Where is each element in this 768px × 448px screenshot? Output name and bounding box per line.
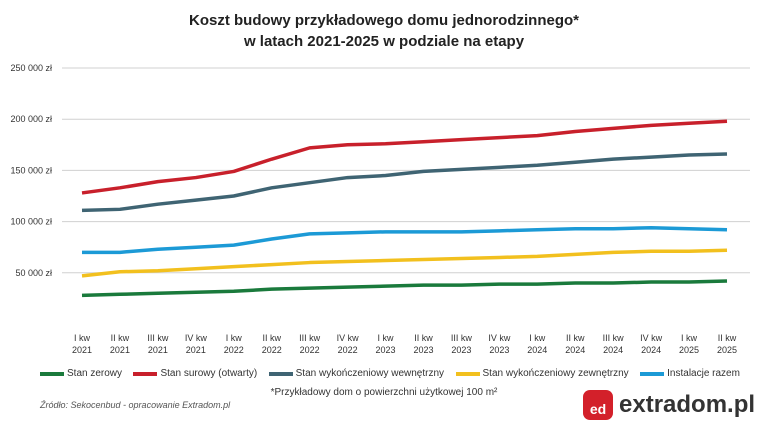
source-note: Źródło: Sekocenbud - opracowanie Extrado… (40, 400, 231, 410)
x-tick-label: III kw (299, 333, 321, 343)
title-line1: Koszt budowy przykładowego domu jednorod… (189, 12, 579, 29)
legend-label: Stan surowy (otwarty) (160, 368, 258, 379)
legend-swatch (40, 371, 64, 376)
x-tick-label: 2023 (489, 345, 509, 355)
legend-item: Stan surowy (otwarty) (133, 368, 257, 379)
legend-swatch (640, 371, 665, 376)
series-line-instalacje-razem (82, 225, 728, 255)
x-tick-label: 2024 (527, 345, 547, 355)
x-tick-label: I kw (378, 333, 395, 343)
x-tick-label: IV kw (640, 333, 663, 343)
series-line-stan-wyko-czeniowy-zewn-trzny (81, 248, 728, 278)
x-tick-label: 2022 (224, 345, 244, 355)
x-tick-label: III kw (147, 333, 169, 343)
x-tick-label: 2023 (413, 345, 433, 355)
footnote: *Przykładowy dom o powierzchni użytkowej… (270, 387, 498, 398)
y-tick-label: 50 000 zł (15, 268, 52, 278)
x-tick-label: 2022 (300, 345, 320, 355)
x-tick-label: 2021 (110, 345, 130, 355)
x-tick-label: III kw (451, 333, 473, 343)
legend-swatch (268, 371, 293, 376)
y-tick-label: 150 000 zł (10, 165, 52, 175)
x-tick-label: 2025 (679, 345, 699, 355)
series-line-stan-wyko-czeniowy-wewn-trzny (81, 152, 728, 213)
legend-label: Stan wykończeniowy zewnętrzny (482, 368, 629, 379)
x-tick-label: II kw (414, 333, 433, 343)
x-tick-label: I kw (226, 333, 243, 343)
legend-item: Stan wykończeniowy wewnętrzny (268, 368, 445, 379)
x-tick-label: II kw (111, 333, 130, 343)
y-tick-label: 200 000 zł (10, 114, 52, 124)
legend-item: Instalacje razem (640, 368, 740, 379)
y-tick-label: 250 000 zł (10, 63, 52, 73)
x-tick-label: 2022 (262, 345, 282, 355)
x-tick-label: 2023 (376, 345, 396, 355)
chart-title: Koszt budowy przykładowego domu jednorod… (0, 10, 768, 52)
logo-mark-icon: ed (583, 390, 613, 420)
x-tick-label: 2023 (451, 345, 471, 355)
x-tick-label: II kw (566, 333, 585, 343)
series-line-stan-surowy-otwarty- (81, 119, 728, 195)
legend-swatch (133, 371, 158, 376)
legend-label: Instalacje razem (667, 368, 740, 379)
x-tick-label: I kw (74, 333, 91, 343)
x-tick-label: I kw (681, 333, 698, 343)
x-tick-label: 2021 (148, 345, 168, 355)
legend-item: Stan wykończeniowy zewnętrzny (455, 368, 629, 379)
x-tick-label: IV kw (337, 333, 360, 343)
logo-text: extradom.pl (619, 391, 756, 418)
extradom-logo: ed extradom.pl (583, 390, 755, 420)
x-tick-label: 2022 (338, 345, 358, 355)
x-tick-label: 2021 (72, 345, 92, 355)
legend-label: Stan wykończeniowy wewnętrzny (295, 368, 445, 379)
x-tick-label: 2024 (565, 345, 585, 355)
x-tick-label: IV kw (488, 333, 511, 343)
x-tick-label: II kw (718, 333, 737, 343)
x-tick-label: 2025 (717, 345, 737, 355)
x-tick-label: 2021 (186, 345, 206, 355)
x-tick-label: 2024 (641, 345, 661, 355)
title-line2: w latach 2021-2025 w podziale na etapy (243, 33, 525, 50)
x-tick-label: II kw (262, 333, 281, 343)
legend-label: Stan zerowy (67, 368, 123, 379)
legend-swatch (455, 371, 480, 376)
x-tick-label: I kw (529, 333, 546, 343)
line-chart: 50 000 zł 100 000 zł 150 000 zł 200 000 zł 2… (10, 63, 750, 355)
legend-item: Stan zerowy (40, 368, 122, 379)
x-tick-label: 2024 (603, 345, 623, 355)
x-tick-label: IV kw (185, 333, 208, 343)
series-line-stan-zerowy (81, 279, 728, 298)
x-tick-label: III kw (603, 333, 625, 343)
legend: Stan zerowy Stan surowy (otwarty) Stan wyk… (40, 368, 740, 379)
y-tick-label: 100 000 zł (10, 217, 52, 227)
